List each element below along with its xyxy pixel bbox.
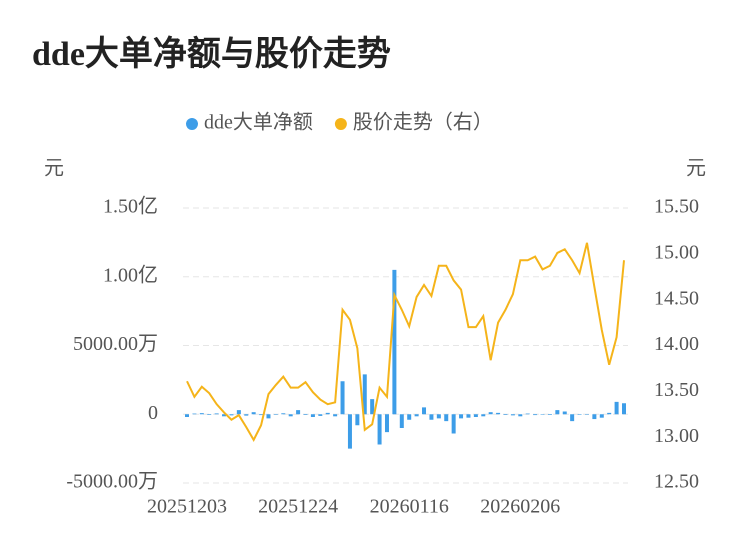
bar [347,414,352,449]
bar [273,414,278,415]
bar [614,401,619,415]
bar [310,414,315,417]
legend-label: 股价走势（右） [353,111,493,134]
bar [303,414,308,415]
y2-tick-label: 13.50 [654,379,699,401]
bar [518,414,523,417]
bar [244,414,249,416]
bar [222,414,227,417]
bar [459,414,464,419]
bar [451,414,456,434]
y2-axis-label: 元 [686,158,706,180]
bar [185,414,189,417]
bar [266,414,271,419]
bar [510,414,515,416]
bar [259,414,264,416]
bar [362,374,367,415]
bar [281,413,286,415]
y2-tick-label: 14.00 [654,333,699,355]
y-tick-label: 5000.00万 [73,333,158,355]
bar [251,412,256,415]
bar [496,412,501,415]
y-axis-label: 元 [44,158,64,180]
bar [229,414,234,416]
bar [555,410,560,415]
x-tick-label: 20260206 [480,496,560,518]
bar [340,381,345,415]
bar [547,414,552,415]
legend-label: dde大单净额 [204,111,313,134]
y-tick-label: 0 [148,402,158,424]
bar [288,414,293,417]
y2-tick-label: 14.50 [654,287,699,309]
x-tick-label: 20251203 [147,496,227,518]
bar [377,414,382,445]
bar [488,412,493,415]
y2-tick-label: 12.50 [654,471,699,493]
bar [599,414,604,418]
bar [399,414,404,428]
bar [318,414,323,416]
bar [533,414,538,416]
bar [503,414,508,415]
y2-tick-label: 15.00 [654,241,699,263]
bar [333,414,338,417]
bar [296,410,301,415]
bar [214,413,219,415]
bar [481,414,486,417]
bar [436,414,441,419]
bar [236,410,241,415]
bar [562,411,567,415]
bar [355,414,360,426]
bar [466,414,471,418]
bar [577,414,582,415]
bar [540,414,545,415]
bar [207,414,212,415]
bar [473,414,478,417]
y-tick-label: -5000.00万 [66,471,158,493]
bar [525,413,530,415]
bar [407,414,412,420]
bar [325,412,330,415]
bar [422,407,427,415]
x-tick-label: 20251224 [258,496,338,518]
price-line [186,242,625,443]
bar [444,414,449,422]
legend-marker [334,118,347,130]
bar [570,414,575,422]
bar [429,414,434,420]
x-tick-label: 20260116 [370,496,449,518]
bar [607,412,612,415]
chart-title: dde大单净额与股价走势 [32,35,391,73]
bar [384,414,389,433]
bar [392,269,397,415]
bar [592,414,597,420]
bar [370,399,375,415]
bar [584,414,589,415]
bar [622,403,626,415]
legend-marker [186,118,198,130]
y-tick-label: 1.00亿 [103,263,158,286]
y2-tick-label: 13.00 [654,425,699,447]
y-tick-label: 1.50亿 [103,195,158,218]
bar [192,413,197,415]
bar [414,414,419,417]
y2-tick-label: 15.50 [654,196,699,218]
bar [199,413,204,415]
